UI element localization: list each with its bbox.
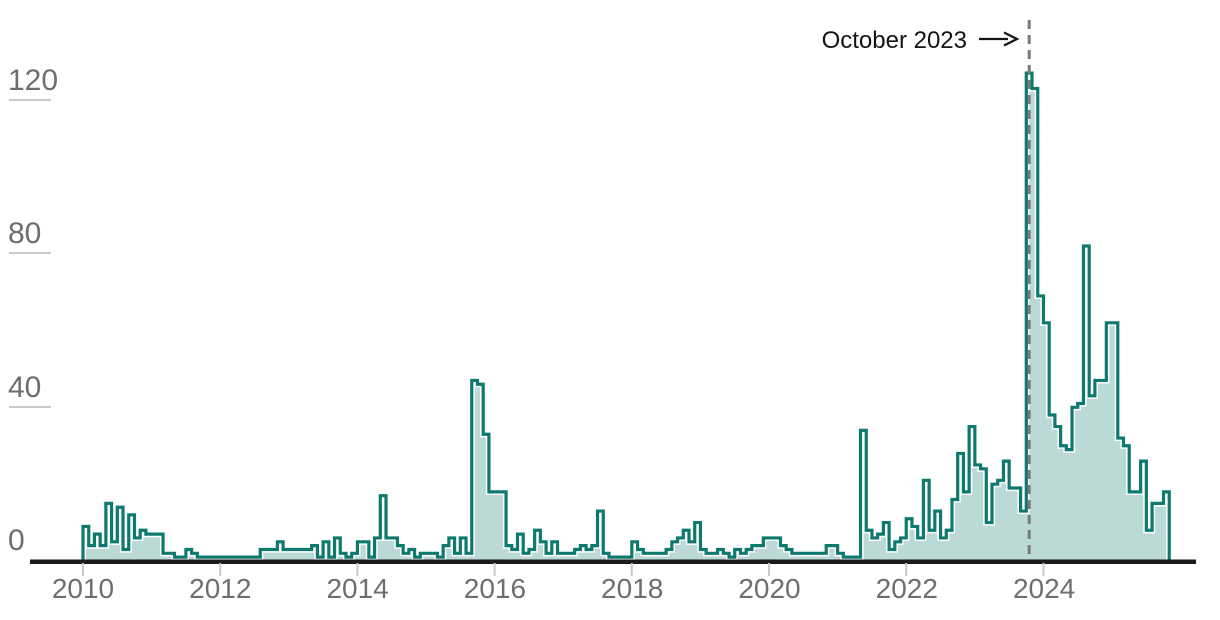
x-axis-labels: 2010 2012 2014 2016 2018 2020 2022 2024	[52, 573, 1075, 604]
x-axis-line	[30, 559, 1196, 564]
x-label-2010: 2010	[52, 573, 114, 604]
series-step-line	[81, 71, 1171, 561]
data-series	[79, 70, 1173, 562]
annotation-arrow-head-icon	[1003, 31, 1020, 47]
y-label-0: 0	[8, 524, 25, 557]
y-label-40: 40	[8, 371, 41, 404]
x-label-2012: 2012	[189, 573, 251, 604]
x-label-2014: 2014	[326, 573, 388, 604]
series-line-casing	[79, 70, 1173, 561]
y-label-80: 80	[8, 217, 41, 250]
x-axis-ticks	[82, 563, 1045, 576]
x-label-2022: 2022	[876, 573, 938, 604]
y-axis-labels: 120 80 40 0	[8, 64, 58, 557]
annotation-label: October 2023	[822, 27, 967, 54]
x-label-2016: 2016	[464, 573, 526, 604]
y-axis-ticks	[9, 99, 51, 408]
y-label-120: 120	[8, 64, 58, 97]
x-label-2018: 2018	[601, 573, 663, 604]
annotation-group: October 2023	[822, 27, 1020, 54]
series-area-fill	[83, 73, 1170, 562]
x-label-2024: 2024	[1013, 573, 1075, 604]
x-label-2020: 2020	[738, 573, 800, 604]
